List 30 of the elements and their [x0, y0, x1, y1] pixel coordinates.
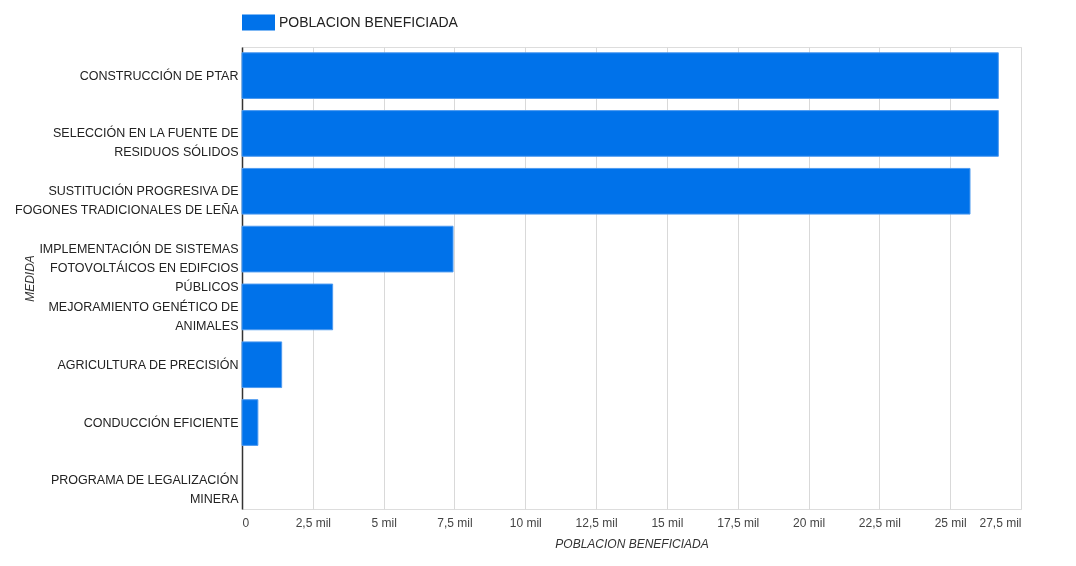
y-tick-label: AGRICULTURA DE PRECISIÓN — [57, 356, 239, 372]
x-tick-label: 17,5 mil — [717, 515, 760, 530]
bar — [241, 52, 999, 99]
x-tick-label: 10 mil — [509, 515, 542, 530]
y-tick-label: CONSTRUCCIÓN DE PTAR — [79, 67, 239, 83]
bar — [241, 225, 454, 273]
x-tick-label: 15 mil — [651, 515, 684, 530]
y-tick-label: SUSTITUCIÓN PROGRESIVA DE FOGONES TRADICIONALES DE LEÑA — [15, 183, 240, 218]
x-tick-label: 0 — [242, 515, 250, 530]
bar — [241, 399, 259, 446]
bar — [241, 110, 999, 157]
x-tick-label: 22,5 mil — [858, 515, 901, 530]
x-axis-title: POBLACION BENEFICIADA — [555, 536, 709, 551]
y-tick-label: PROGRAMA DE LEGALIZACIÓN MINERA — [50, 472, 240, 507]
y-tick-label: IMPLEMENTACIÓN DE SISTEMAS FOTOVOLTÁICOS EN EDIFCIOS PÚBLICOS — [39, 241, 239, 295]
y-axis-title: MEDIDA — [22, 255, 37, 302]
x-tick-label: 25 mil — [934, 515, 967, 530]
bar — [241, 167, 971, 215]
bar — [241, 341, 283, 389]
y-tick-label: CONDUCCIÓN EFICIENTE — [83, 414, 239, 430]
x-tick-label: 27,5 mil — [979, 515, 1022, 530]
x-tick-label: 20 mil — [793, 515, 826, 530]
x-tick-label: 2,5 mil — [295, 515, 331, 530]
y-tick-label: SELECCIÓN EN LA FUENTE DE RESIDUOS SÓLIDOS — [53, 125, 239, 160]
x-tick-label: 12,5 mil — [575, 515, 618, 530]
bar — [241, 283, 334, 331]
x-tick-label: 5 mil — [371, 515, 397, 530]
x-tick-label: 7,5 mil — [437, 515, 473, 530]
legend-label: POBLACION BENEFICIADA — [279, 13, 459, 30]
y-tick-label: MEJORAMIENTO GENÉTICO DE ANIMALES — [48, 298, 239, 333]
